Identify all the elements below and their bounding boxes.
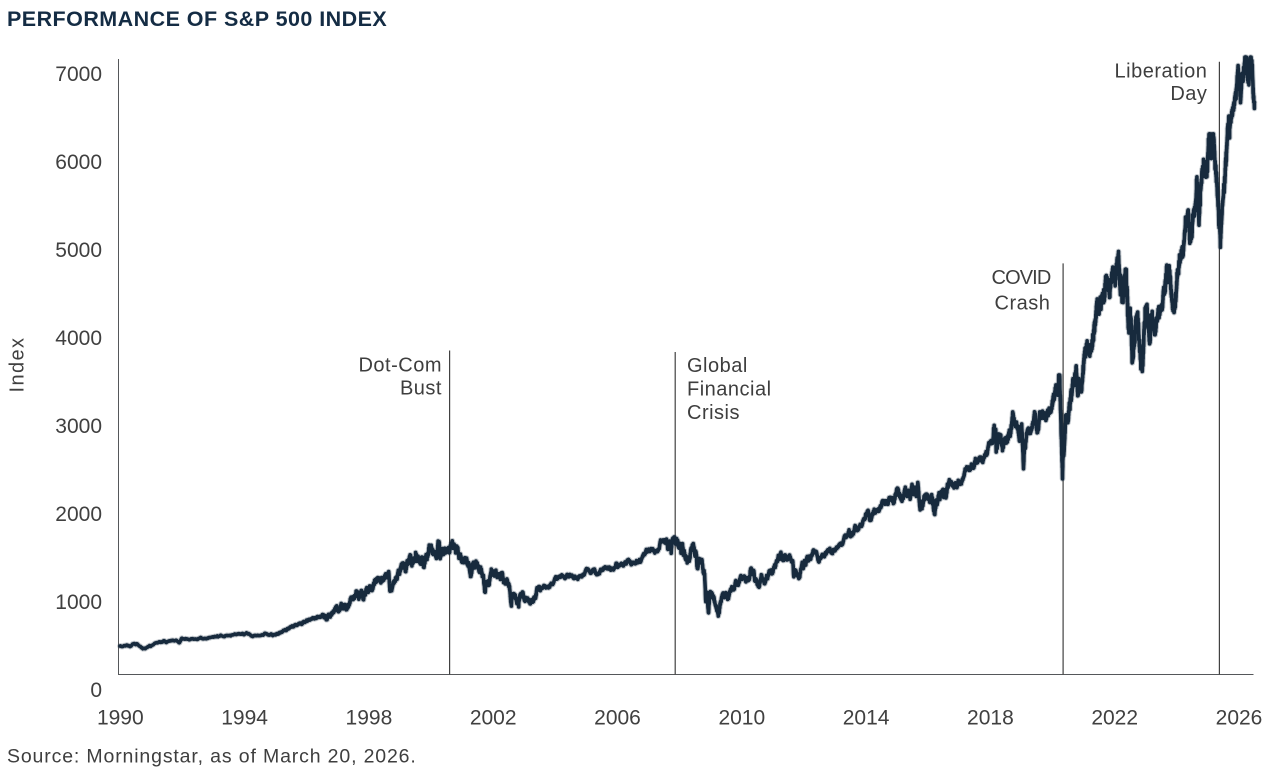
svg-text:3000: 3000	[55, 415, 102, 438]
svg-text:Day: Day	[1170, 83, 1207, 105]
svg-text:1990: 1990	[97, 706, 144, 729]
svg-text:Liberation: Liberation	[1115, 61, 1208, 83]
svg-text:Financial: Financial	[687, 378, 772, 400]
svg-text:Index: Index	[7, 337, 29, 393]
svg-text:6000: 6000	[55, 151, 102, 174]
svg-text:1998: 1998	[346, 706, 393, 729]
svg-text:COVID: COVID	[992, 267, 1051, 289]
svg-text:Bust: Bust	[400, 378, 442, 400]
svg-text:2000: 2000	[55, 503, 102, 526]
svg-text:Crash: Crash	[995, 293, 1051, 315]
svg-text:2010: 2010	[718, 706, 765, 729]
svg-text:2006: 2006	[594, 706, 641, 729]
svg-text:2026: 2026	[1216, 706, 1263, 729]
svg-text:1000: 1000	[55, 591, 102, 614]
svg-text:Global: Global	[687, 355, 748, 377]
svg-text:Dot-Com: Dot-Com	[358, 355, 442, 377]
svg-text:2018: 2018	[967, 706, 1014, 729]
svg-text:1994: 1994	[221, 706, 268, 729]
svg-text:5000: 5000	[55, 239, 102, 262]
svg-text:0: 0	[90, 679, 102, 702]
svg-text:7000: 7000	[55, 63, 102, 86]
svg-text:PERFORMANCE OF S&P 500 INDEX: PERFORMANCE OF S&P 500 INDEX	[7, 7, 387, 31]
svg-text:Crisis: Crisis	[687, 402, 740, 424]
svg-text:2014: 2014	[843, 706, 890, 729]
svg-text:Source: Morningstar, as of Mar: Source: Morningstar, as of March 20, 202…	[7, 746, 417, 768]
svg-text:2022: 2022	[1091, 706, 1138, 729]
svg-text:4000: 4000	[55, 327, 102, 350]
svg-text:2002: 2002	[470, 706, 517, 729]
